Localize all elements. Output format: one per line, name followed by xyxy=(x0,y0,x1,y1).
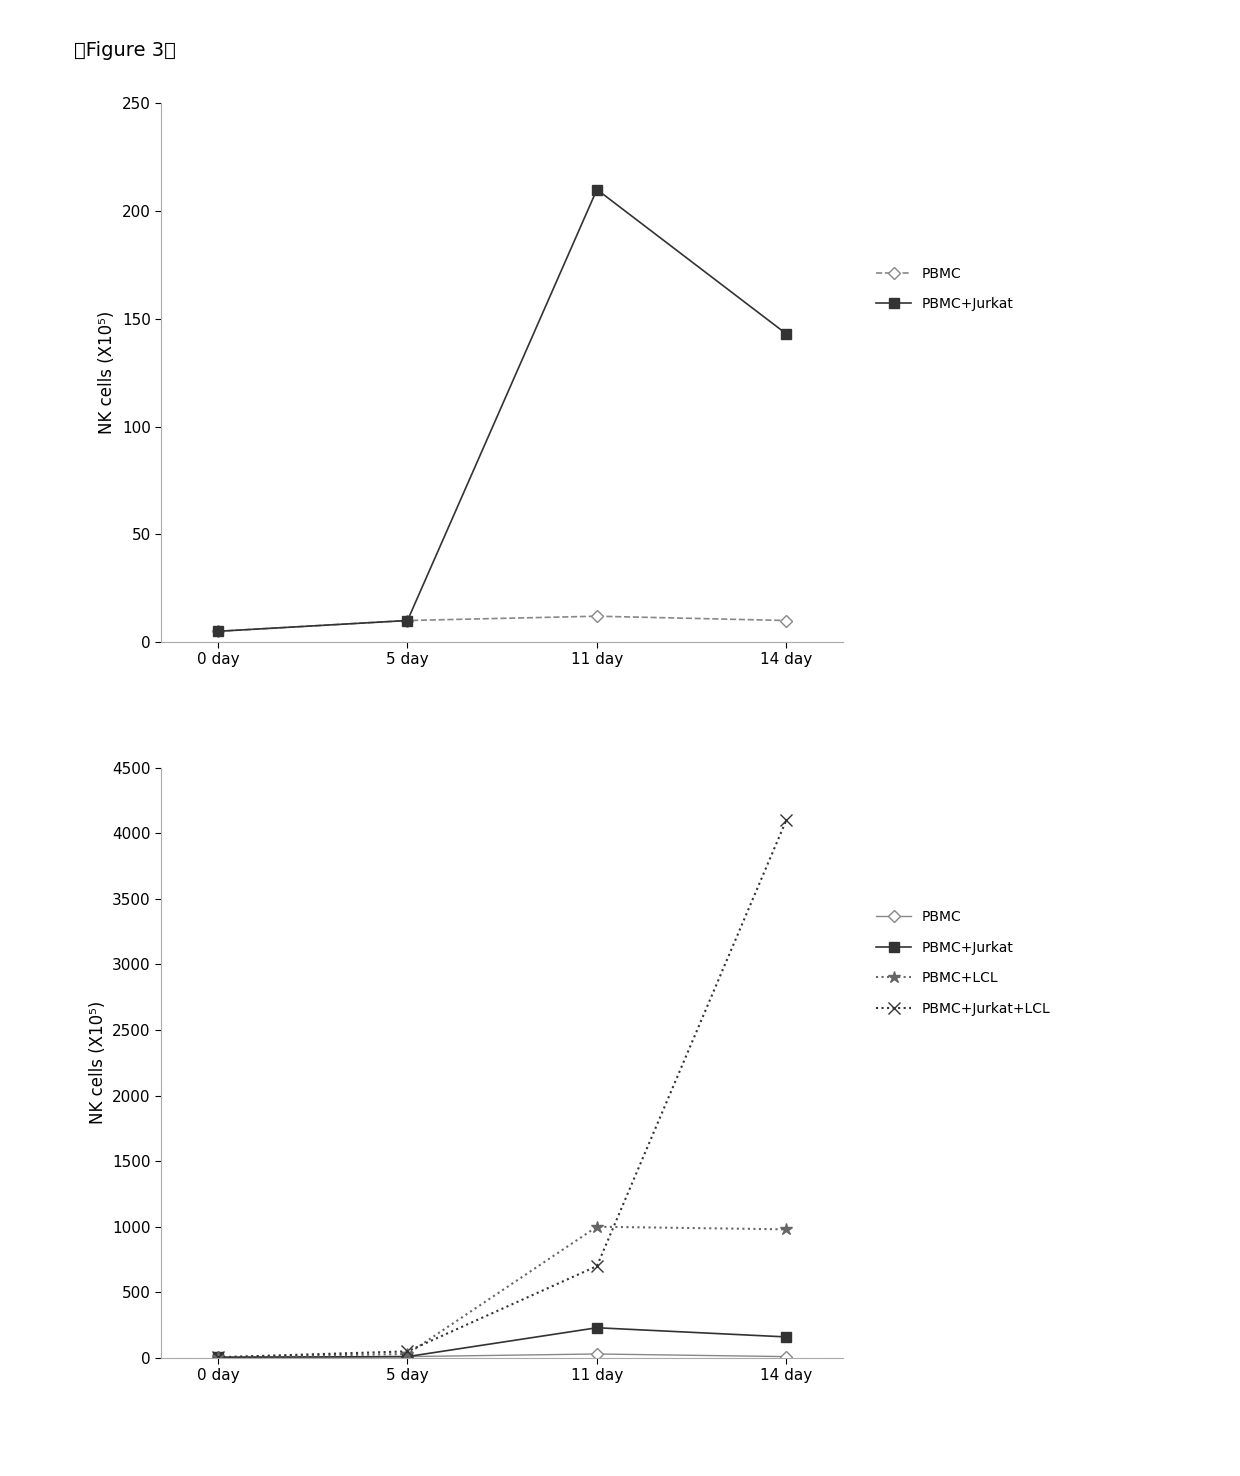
Text: 『Figure 3』: 『Figure 3』 xyxy=(74,41,176,61)
Y-axis label: NK cells (X10⁵): NK cells (X10⁵) xyxy=(88,1001,107,1125)
PBMC+Jurkat xyxy=(779,325,794,342)
Line: PBMC+LCL: PBMC+LCL xyxy=(212,1221,792,1364)
PBMC+LCL xyxy=(211,1349,226,1367)
PBMC xyxy=(589,1345,604,1362)
PBMC+Jurkat xyxy=(401,611,415,629)
PBMC xyxy=(589,607,604,624)
PBMC+Jurkat xyxy=(589,1320,604,1337)
Legend: PBMC, PBMC+Jurkat, PBMC+LCL, PBMC+Jurkat+LCL: PBMC, PBMC+Jurkat, PBMC+LCL, PBMC+Jurkat… xyxy=(870,905,1056,1021)
PBMC+LCL xyxy=(779,1221,794,1238)
Y-axis label: NK cells (X10⁵): NK cells (X10⁵) xyxy=(98,311,117,434)
PBMC+Jurkat+LCL xyxy=(779,812,794,830)
PBMC+Jurkat xyxy=(589,180,604,198)
Line: PBMC+Jurkat: PBMC+Jurkat xyxy=(213,184,791,636)
PBMC xyxy=(401,611,415,629)
PBMC+Jurkat xyxy=(211,623,226,641)
PBMC+Jurkat+LCL xyxy=(589,1258,604,1275)
PBMC+Jurkat xyxy=(401,1348,415,1365)
PBMC xyxy=(779,1348,794,1365)
Legend: PBMC, PBMC+Jurkat: PBMC, PBMC+Jurkat xyxy=(870,261,1019,317)
PBMC+Jurkat+LCL xyxy=(211,1349,226,1367)
PBMC+Jurkat xyxy=(211,1349,226,1367)
Line: PBMC: PBMC xyxy=(213,613,791,636)
PBMC xyxy=(401,1348,415,1365)
Line: PBMC+Jurkat: PBMC+Jurkat xyxy=(213,1322,791,1362)
Line: PBMC: PBMC xyxy=(213,1351,791,1361)
Line: PBMC+Jurkat+LCL: PBMC+Jurkat+LCL xyxy=(212,815,792,1362)
PBMC+LCL xyxy=(401,1345,415,1362)
PBMC xyxy=(211,623,226,641)
PBMC+Jurkat+LCL xyxy=(401,1343,415,1361)
PBMC xyxy=(779,611,794,629)
PBMC+LCL xyxy=(589,1218,604,1235)
PBMC xyxy=(211,1349,226,1367)
PBMC+Jurkat xyxy=(779,1328,794,1346)
